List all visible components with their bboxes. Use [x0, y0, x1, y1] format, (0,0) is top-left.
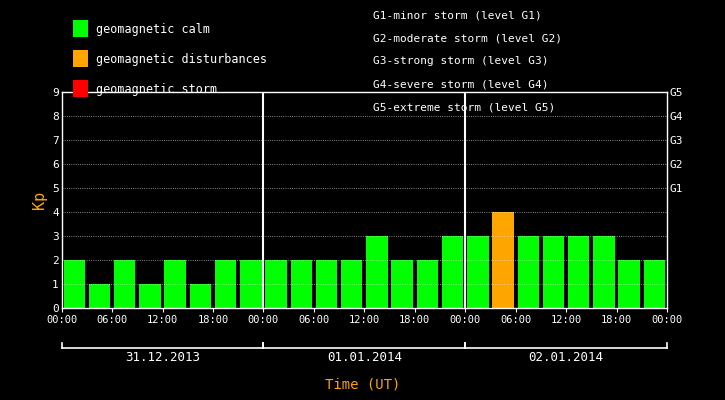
Text: G2-moderate storm (level G2): G2-moderate storm (level G2): [373, 33, 563, 43]
Bar: [442, 236, 463, 308]
Bar: [316, 260, 337, 308]
Bar: [215, 260, 236, 308]
Text: 02.01.2014: 02.01.2014: [529, 351, 604, 364]
Y-axis label: Kp: Kp: [32, 191, 46, 209]
Bar: [568, 236, 589, 308]
Bar: [139, 284, 161, 308]
Bar: [644, 260, 665, 308]
Text: G5-extreme storm (level G5): G5-extreme storm (level G5): [373, 103, 555, 113]
Bar: [341, 260, 362, 308]
Bar: [240, 260, 262, 308]
Bar: [190, 284, 211, 308]
Text: 31.12.2013: 31.12.2013: [125, 351, 200, 364]
Bar: [366, 236, 388, 308]
Bar: [593, 236, 615, 308]
Text: G3-strong storm (level G3): G3-strong storm (level G3): [373, 56, 549, 66]
Bar: [265, 260, 287, 308]
Bar: [492, 212, 514, 308]
Text: geomagnetic storm: geomagnetic storm: [96, 82, 217, 96]
Text: G4-severe storm (level G4): G4-severe storm (level G4): [373, 80, 549, 90]
Bar: [64, 260, 85, 308]
Bar: [417, 260, 438, 308]
Text: geomagnetic disturbances: geomagnetic disturbances: [96, 52, 267, 66]
Bar: [392, 260, 413, 308]
Text: Time (UT): Time (UT): [325, 378, 400, 392]
Bar: [467, 236, 489, 308]
Bar: [518, 236, 539, 308]
Bar: [165, 260, 186, 308]
Text: G1-minor storm (level G1): G1-minor storm (level G1): [373, 10, 542, 20]
Bar: [618, 260, 640, 308]
Bar: [543, 236, 564, 308]
Bar: [114, 260, 136, 308]
Text: geomagnetic calm: geomagnetic calm: [96, 22, 210, 36]
Bar: [291, 260, 312, 308]
Bar: [88, 284, 110, 308]
Text: 01.01.2014: 01.01.2014: [327, 351, 402, 364]
